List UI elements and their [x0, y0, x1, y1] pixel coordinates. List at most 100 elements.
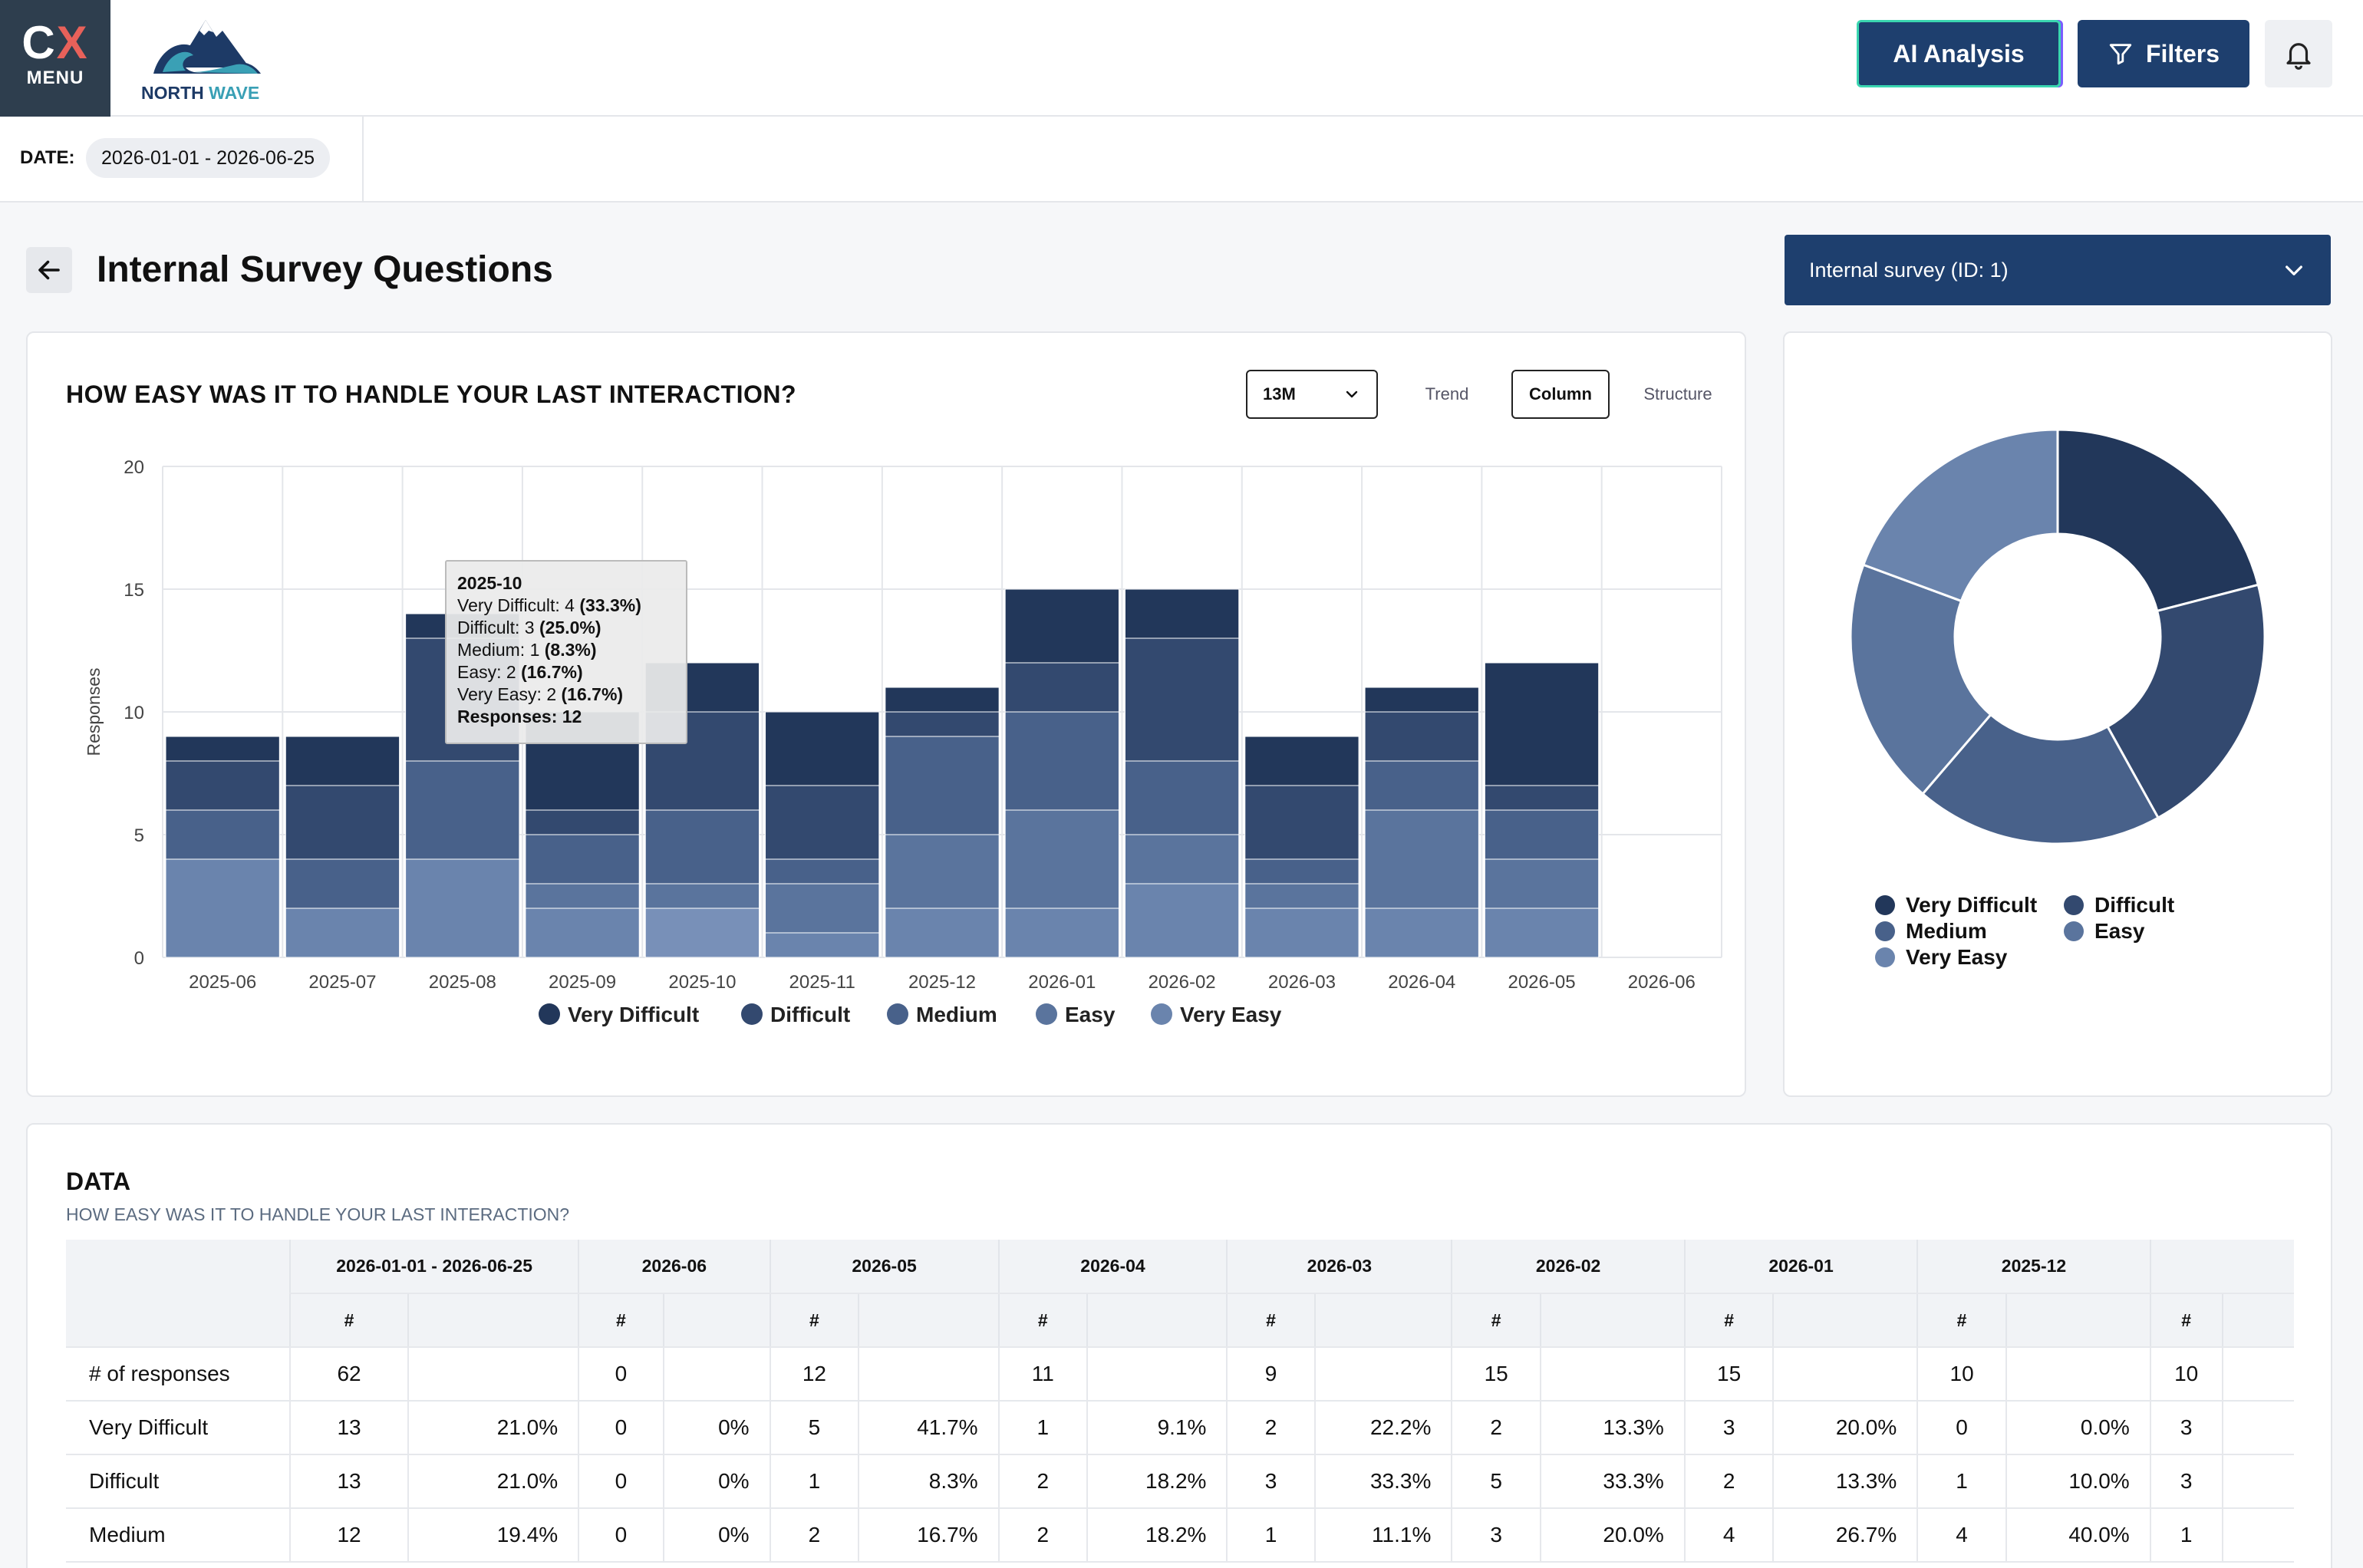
column-header-period[interactable]: 2026-04	[997, 1240, 1228, 1294]
column-header-period[interactable]: 2026-05	[769, 1240, 999, 1294]
data-card: DATA HOW EASY WAS IT TO HANDLE YOUR LAST…	[26, 1123, 2332, 1568]
cell-percent: 18.2%	[1086, 1454, 1228, 1509]
x-tick-label: 2025-10	[668, 972, 736, 993]
legend-dot	[1875, 895, 1895, 915]
cell-count: 13	[289, 1401, 408, 1455]
column-header-count: #	[1916, 1293, 2006, 1348]
column-header-period[interactable]: 2026-01-01 - 2026-06-25	[289, 1240, 579, 1294]
y-tick-label: 20	[124, 457, 144, 478]
bar-segment-difficult	[1484, 785, 1600, 811]
column-header-period[interactable]: 2026-06	[578, 1240, 770, 1294]
bar-segment-medium	[1244, 858, 1359, 884]
bar-segment-very-difficult	[1364, 687, 1479, 713]
column-header-period[interactable]: 2026-01	[1683, 1240, 1918, 1294]
cell-percent: 13.3%	[1772, 1454, 1918, 1509]
bar-segment-difficult	[1364, 711, 1479, 762]
column-header-percent	[1772, 1293, 1918, 1348]
tab-trend[interactable]: Trend	[1425, 384, 1469, 404]
bar-segment-difficult	[165, 760, 280, 811]
column-header-count: #	[289, 1293, 408, 1348]
legend-dot	[1875, 921, 1895, 941]
bar-segment-very-easy	[1004, 908, 1119, 958]
cell-count: 12	[289, 1508, 408, 1563]
bar-segment-easy	[1244, 883, 1359, 909]
column-header-percent	[662, 1293, 770, 1348]
cell-percent: 20.0%	[1772, 1401, 1918, 1455]
legend-item-very-difficult[interactable]: Very Difficult	[1875, 893, 2037, 917]
cell-percent: 33.3%	[1313, 1454, 1452, 1509]
arrow-left-icon	[38, 260, 60, 280]
bar-segment-very-difficult	[1124, 588, 1240, 639]
legend-item-medium[interactable]: Medium	[1875, 919, 1987, 944]
x-tick-label: 2026-03	[1268, 972, 1336, 993]
column-header-period[interactable]	[2149, 1240, 2294, 1294]
column-header-period[interactable]: 2026-02	[1451, 1240, 1685, 1294]
bar-segment-medium	[765, 858, 880, 884]
notifications-button[interactable]	[2265, 20, 2332, 87]
cell-count: 2	[1451, 1401, 1541, 1455]
cell-count: 1	[1226, 1508, 1315, 1563]
column-header-period[interactable]: 2026-03	[1226, 1240, 1452, 1294]
legend-item-difficult[interactable]: Difficult	[2064, 893, 2174, 917]
filters-button[interactable]: Filters	[2078, 20, 2249, 87]
cell-percent	[1086, 1347, 1228, 1402]
column-header-percent	[1086, 1293, 1228, 1348]
data-table-wrap[interactable]: 2026-01-01 - 2026-06-25 2026-06 2026-05 202…	[66, 1240, 2294, 1568]
menu-button[interactable]: CX MENU	[0, 0, 110, 117]
tab-column[interactable]: Column	[1511, 370, 1610, 419]
row-label: Medium	[66, 1508, 291, 1563]
survey-select-value: Internal survey (ID: 1)	[1809, 258, 2009, 282]
ai-analysis-button[interactable]: AI Analysis	[1857, 20, 2061, 87]
page-title: Internal Survey Questions	[97, 249, 553, 290]
cell-percent: 0.0%	[2005, 1401, 2150, 1455]
legend-label-medium: Medium	[916, 1003, 997, 1026]
column-header-percent	[858, 1293, 999, 1348]
column-header-period[interactable]: 2025-12	[1916, 1240, 2150, 1294]
legend-item-very-easy[interactable]: Very Easy	[1875, 945, 2007, 970]
x-tick-label: 2025-11	[789, 972, 855, 993]
cell-count: 11	[997, 1347, 1088, 1402]
cell-percent: 13.3%	[1539, 1401, 1685, 1455]
legend-item-easy[interactable]: Easy	[2064, 919, 2144, 944]
cell-percent	[662, 1347, 770, 1402]
cell-count: 4	[1916, 1508, 2006, 1563]
column-header-count: #	[1226, 1293, 1315, 1348]
data-subtitle: HOW EASY WAS IT TO HANDLE YOUR LAST INTE…	[66, 1204, 570, 1224]
legend-dot	[2064, 921, 2084, 941]
range-select[interactable]: 13M	[1246, 370, 1378, 419]
tab-structure[interactable]: Structure	[1643, 384, 1712, 404]
filters-label: Filters	[2145, 39, 2220, 68]
bar-segment-very-easy	[885, 908, 1000, 958]
legend-dot	[887, 1003, 908, 1025]
bar-segment-very-easy	[165, 858, 280, 958]
donut-slice-very-difficult	[2056, 428, 2260, 613]
x-tick-label: 2026-04	[1388, 972, 1455, 993]
survey-select[interactable]: Internal survey (ID: 1)	[1785, 235, 2331, 305]
cell-percent: 9.1%	[1086, 1401, 1228, 1455]
tooltip-title: 2025-10	[457, 573, 522, 593]
cell-count: 3	[2149, 1454, 2223, 1509]
bar-segment-very-difficult	[765, 711, 880, 786]
bar-segment-easy	[644, 883, 760, 909]
table-row: Medium 12 19.4% 0 0% 2 16.7% 2 18.2% 1 11.1% 3 20.0%…	[66, 1508, 2294, 1563]
back-button[interactable]	[26, 247, 72, 293]
legend-dot	[741, 1003, 763, 1025]
cell-count: 2	[769, 1508, 859, 1563]
tooltip-line: Very Easy: 2 (16.7%)	[457, 684, 624, 704]
bar-segment-medium	[1004, 711, 1119, 811]
table-row: Very Difficult 13 21.0% 0 0% 5 41.7% 1 9.1% 2 22.2…	[66, 1401, 2294, 1455]
bar-segment-difficult	[885, 711, 1000, 737]
bar-segment-difficult	[285, 785, 400, 860]
bar-segment-easy	[1004, 809, 1119, 909]
x-tick-label: 2026-01	[1028, 972, 1096, 993]
brand-logo: NORTH WAVE	[138, 14, 276, 106]
bar-segment-very-difficult	[165, 736, 280, 762]
date-range-pill[interactable]: 2026-01-01 - 2026-06-25	[86, 138, 330, 178]
cell-percent	[407, 1347, 579, 1402]
bar-segment-medium	[644, 809, 760, 884]
cell-count: 2	[1683, 1454, 1774, 1509]
cell-percent	[858, 1347, 999, 1402]
cell-count: 4	[1683, 1508, 1774, 1563]
cell-percent	[2221, 1347, 2294, 1402]
cell-percent: 0%	[662, 1508, 770, 1563]
